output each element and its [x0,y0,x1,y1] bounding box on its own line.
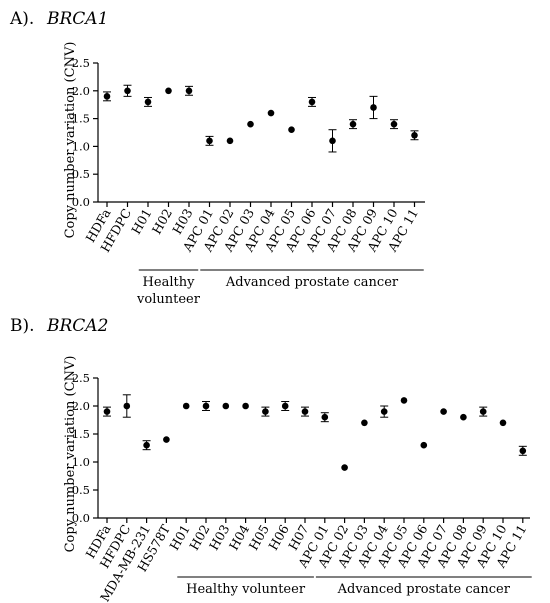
panel-b-y-tick-label: 0.5 [72,483,90,497]
panel-a-data-point [206,137,213,145]
panel-b-data-point [103,408,111,415]
panel-b-data-point [440,408,447,415]
panel-a-y-tick-label: 1.0 [72,139,90,153]
panel-b-data-point [341,464,348,471]
panel-a-x-tick-label: H02 [149,206,175,237]
panel-a-label: A). [9,9,34,29]
panel-a-data-point [185,87,193,95]
panel-b-data-point [321,413,329,421]
panel-b-x-tick-label: H01 [166,522,192,553]
panel-a-data-point [329,137,336,145]
panel-b-group-label: Advanced prostate cancer [337,582,511,597]
panel-a-data-point [165,87,172,95]
panel-a-group-label: Advanced prostate cancer [225,275,399,290]
panel-a-plot: 0.00.51.01.52.02.5HDFaHFDPCH01H02H03APC … [72,56,425,307]
panel-a-y-tick-label: 2.5 [72,56,90,70]
panel-b-y-tick-label: 1.0 [72,455,90,469]
panel-b-x-tick-label: H04 [226,522,252,553]
panel-b-data-point [163,436,170,443]
panel-b-x-tick-label: H06 [265,522,291,553]
panel-b-y-tick-label: 2.5 [72,371,90,385]
panel-b-y-tick-label: 0.0 [72,511,90,525]
panel-a-data-point [370,104,377,111]
panel-a-data-point [226,137,234,145]
panel-b-data-point [400,397,408,404]
panel-a-group-label: Healthy [143,275,196,290]
panel-b-data-point [380,408,388,415]
panel-a-y-tick-label: 0.5 [72,167,90,181]
panel-b-group-label: Healthy volunteer [186,582,306,597]
panel-a-group-label: volunteer [136,292,201,307]
panel-b-label: B). [10,316,35,336]
panel-a-data-point [124,87,131,95]
panel-a-data-point [411,131,418,139]
panel-b-data-point [361,419,368,427]
panel-b-x-tick-label: H03 [206,522,232,553]
panel-b-plot: 0.00.51.01.52.02.5HDFaHFDPCMDA-MB-231HS5… [72,371,532,603]
panel-a-data-point [288,126,295,134]
panel-b-data-point [499,419,507,427]
panel-a-y-tick-label: 2.0 [72,84,90,98]
panel-a-data-point [144,98,152,106]
panel-b: B). BRCA2 Copy number variation (CNV) 0.… [10,316,532,603]
panel-b-y-axis-label: Copy number variation (CNV) [63,356,78,553]
panel-b-data-point [301,408,309,415]
panel-a-data-point [308,98,316,106]
panel-b-data-point [123,402,131,410]
panel-a-data-point [349,120,357,128]
panel-b-data-point [460,413,467,421]
panel-b-data-point [519,447,527,455]
panel-a-title: BRCA1 [46,9,108,29]
panel-b-data-point [479,408,487,415]
panel-a-y-tick-label: 0.0 [72,195,90,209]
panel-a-data-point [103,93,111,100]
panel-a-data-point [390,120,398,128]
panel-a-y-tick-label: 1.5 [72,112,90,126]
panel-b-data-point [143,441,150,449]
panel-b-data-point [262,408,269,415]
panel-a: A). BRCA1 Copy number variation (CNV) 0.… [9,9,425,307]
panel-b-x-tick-label: H05 [246,522,272,553]
panel-b-data-point [222,402,230,410]
panel-b-data-point [420,441,428,449]
panel-b-x-tick-label: H02 [186,522,212,553]
panel-b-y-tick-label: 2.0 [72,399,90,413]
panel-b-title: BRCA2 [46,316,108,336]
panel-b-data-point [182,402,190,410]
panel-a-data-point [267,109,275,117]
panel-a-y-axis-label: Copy number variation (CNV) [63,42,78,239]
panel-b-y-tick-label: 1.5 [72,427,90,441]
panel-b-data-point [202,402,210,410]
panel-b-data-point [242,402,249,410]
panel-a-x-tick-label: H01 [128,206,154,237]
panel-a-data-point [247,120,254,128]
panel-b-data-point [281,402,289,410]
